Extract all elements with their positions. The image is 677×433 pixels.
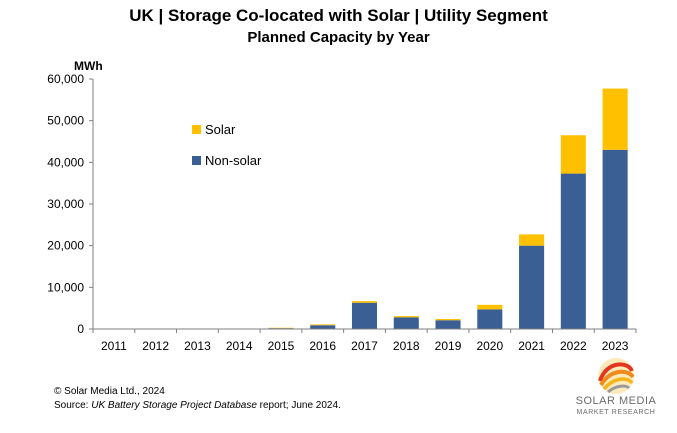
y-tick-label: 60,000 bbox=[47, 72, 84, 86]
x-tick-label: 2019 bbox=[435, 339, 462, 353]
bar-solar-2022 bbox=[560, 135, 586, 174]
bar-solar-2021 bbox=[519, 234, 545, 246]
y-tick-label: 30,000 bbox=[47, 197, 84, 211]
bar-non-solar-2020 bbox=[477, 309, 503, 329]
source-prefix: Source: bbox=[54, 400, 92, 411]
bar-non-solar-2019 bbox=[435, 320, 461, 329]
x-tick-label: 2021 bbox=[518, 339, 545, 353]
bar-non-solar-2018 bbox=[393, 317, 419, 329]
source-title: UK Battery Storage Project Database bbox=[91, 400, 257, 411]
y-tick-label: 40,000 bbox=[47, 155, 84, 169]
bar-solar-2020 bbox=[477, 304, 503, 310]
bar-solar-2017 bbox=[351, 301, 378, 303]
solar-media-logo: SOLAR MEDIA MARKET RESEARCH bbox=[566, 355, 666, 427]
legend: Solar Non-solar bbox=[192, 122, 262, 168]
legend-swatch-solar bbox=[192, 125, 201, 134]
bars bbox=[268, 88, 628, 329]
logo-tagline: MARKET RESEARCH bbox=[576, 409, 656, 416]
logo-name: SOLAR MEDIA bbox=[575, 395, 657, 407]
bar-non-solar-2022 bbox=[560, 173, 586, 329]
source-suffix: report; June 2024. bbox=[256, 400, 341, 411]
legend-label-non-solar: Non-solar bbox=[205, 153, 262, 168]
bar-non-solar-2017 bbox=[351, 302, 378, 329]
y-axis-label: MWh bbox=[74, 59, 103, 73]
x-tick-label: 2013 bbox=[184, 339, 211, 353]
bar-solar-2018 bbox=[393, 316, 419, 318]
legend-swatch-non-solar bbox=[192, 156, 201, 165]
bar-solar-2019 bbox=[435, 319, 461, 321]
chart-title: UK | Storage Co-located with Solar | Uti… bbox=[129, 6, 548, 25]
y-tick-label: 20,000 bbox=[47, 239, 84, 253]
copyright-note: © Solar Media Ltd., 2024 bbox=[54, 386, 165, 397]
y-axis: 0 10,000 20,000 30,000 40,000 50,000 60,000 bbox=[47, 72, 94, 336]
bar-solar-2023 bbox=[602, 88, 628, 150]
x-tick-label: 2011 bbox=[101, 339, 127, 353]
legend-label-solar: Solar bbox=[205, 122, 236, 137]
y-tick-label: 10,000 bbox=[47, 280, 84, 294]
x-tick-label: 2018 bbox=[393, 339, 420, 353]
x-tick-label: 2020 bbox=[476, 339, 503, 353]
bar-solar-2016 bbox=[310, 324, 336, 326]
x-tick-label: 2023 bbox=[602, 339, 629, 353]
source-note: Source: UK Battery Storage Project Datab… bbox=[54, 400, 341, 411]
bar-non-solar-2021 bbox=[519, 245, 545, 329]
x-tick-label: 2014 bbox=[226, 339, 253, 353]
sun-swirl-icon bbox=[598, 358, 635, 394]
x-tick-label: 2017 bbox=[351, 339, 378, 353]
bar-non-solar-2023 bbox=[602, 149, 628, 329]
y-tick-label: 50,000 bbox=[47, 114, 84, 128]
x-axis: 2011 2012 2013 2014 2015 2016 2017 2018 2019 2020… bbox=[92, 328, 637, 353]
bar-non-solar-2016 bbox=[310, 325, 336, 329]
y-tick-label: 0 bbox=[77, 322, 84, 336]
x-tick-label: 2015 bbox=[268, 339, 295, 353]
x-tick-label: 2022 bbox=[560, 339, 587, 353]
chart-subtitle: Planned Capacity by Year bbox=[247, 29, 430, 46]
x-tick-label: 2012 bbox=[142, 339, 169, 353]
x-tick-label: 2016 bbox=[309, 339, 336, 353]
